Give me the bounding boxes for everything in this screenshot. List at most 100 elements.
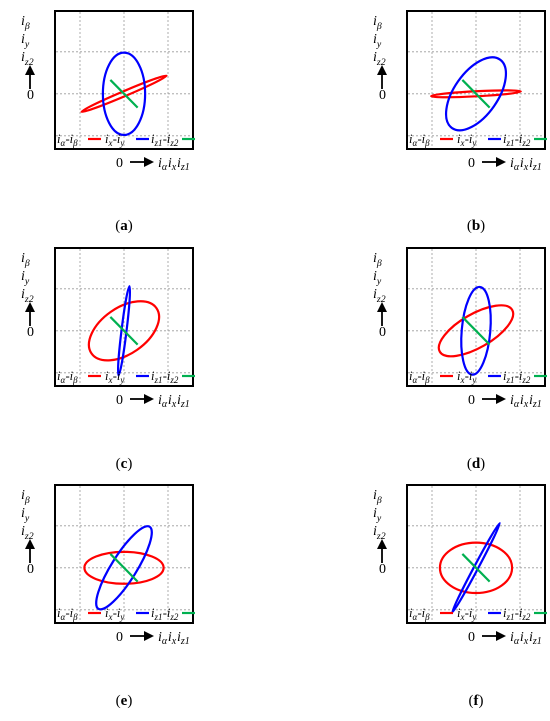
x-origin-tick: 0	[116, 393, 123, 408]
x-origin-tick: 0	[468, 156, 475, 171]
x-axis-label: iα ix iz1	[158, 156, 190, 173]
y-axis-label-2: iz2	[373, 50, 386, 68]
y-axis-label-1: iy	[373, 506, 382, 524]
y-axis-label-0: iβ	[21, 488, 30, 506]
legend-label-1: ix -iy	[457, 132, 476, 148]
legend-label-2: iz1 -iz2	[503, 606, 531, 622]
y-axis-label-0: iβ	[373, 488, 382, 506]
y-axis-label-0: iβ	[21, 251, 30, 269]
legend: iα -iβ ix -iy iz1 -iz2	[409, 606, 547, 622]
y-origin-tick: 0	[27, 562, 34, 577]
y-axis-label-0: iβ	[373, 251, 382, 269]
x-axis-arrowhead	[496, 631, 506, 641]
legend-label-2: iz1 -iz2	[151, 132, 179, 148]
y-axis-arrowhead	[377, 65, 387, 75]
x-axis-label: iα ix iz1	[158, 630, 190, 647]
series-iα-iβ	[437, 304, 515, 358]
y-axis-arrowhead	[377, 302, 387, 312]
panel-caption: (d)	[467, 456, 485, 472]
series-iz1-iz2	[461, 316, 491, 346]
plot-frame	[54, 247, 194, 387]
series-ix-iy	[460, 285, 492, 376]
plot-frame	[406, 484, 546, 624]
legend-label-0: iα -iβ	[57, 369, 78, 385]
y-axis-label-1: iy	[21, 506, 30, 524]
y-axis-label-1: iy	[373, 32, 382, 50]
grid	[408, 249, 544, 385]
legend-label-0: iα -iβ	[409, 606, 430, 622]
series-iα-iβ	[87, 300, 161, 362]
y-axis-label-1: iy	[21, 32, 30, 50]
legend: iα -iβ ix -iy iz1 -iz2	[57, 132, 195, 148]
panel-caption: (a)	[115, 218, 133, 234]
x-axis-arrowhead	[144, 631, 154, 641]
series-iα-iβ	[430, 89, 522, 99]
grid	[408, 486, 544, 622]
series-ix-iy	[95, 525, 153, 611]
grid	[56, 12, 192, 148]
x-axis-arrowhead	[496, 394, 506, 404]
y-axis-label-2: iz2	[373, 287, 386, 305]
x-origin-tick: 0	[116, 630, 123, 645]
y-axis-arrowhead	[377, 539, 387, 549]
legend-label-1: ix -iy	[105, 132, 124, 148]
y-axis-label-0: iβ	[373, 14, 382, 32]
x-origin-tick: 0	[116, 156, 123, 171]
legend: iα -iβ ix -iy iz1 -iz2	[409, 132, 547, 148]
y-axis-label-2: iz2	[21, 287, 34, 305]
legend-label-0: iα -iβ	[57, 132, 78, 148]
y-origin-tick: 0	[379, 325, 386, 340]
legend-label-2: iz1 -iz2	[151, 606, 179, 622]
series-iz1-iz2	[461, 553, 491, 583]
series-iz1-iz2	[109, 79, 139, 109]
y-axis-label-2: iz2	[21, 524, 34, 542]
legend-label-0: iα -iβ	[409, 132, 430, 148]
legend-label-1: ix -iy	[105, 606, 124, 622]
legend: iα -iβ ix -iy iz1 -iz2	[409, 369, 547, 385]
y-axis-arrowhead	[25, 65, 35, 75]
series-iα-iβ	[438, 541, 514, 595]
y-axis-arrowhead	[25, 539, 35, 549]
x-axis-label: iα ix iz1	[510, 156, 542, 173]
series-iz1-iz2	[461, 79, 491, 109]
legend-label-0: iα -iβ	[409, 369, 430, 385]
legend-label-2: iz1 -iz2	[151, 369, 179, 385]
plot-frame	[54, 484, 194, 624]
y-origin-tick: 0	[379, 562, 386, 577]
panel-caption: (b)	[467, 218, 485, 234]
x-axis-label: iα ix iz1	[510, 630, 542, 647]
plot-frame	[406, 10, 546, 150]
panel-caption: (c)	[116, 456, 133, 472]
y-axis-label-1: iy	[373, 269, 382, 287]
y-axis-arrowhead	[25, 302, 35, 312]
plot-frame	[406, 247, 546, 387]
legend-label-1: ix -iy	[457, 606, 476, 622]
series-iz1-iz2	[109, 553, 139, 583]
y-axis-label-0: iβ	[21, 14, 30, 32]
x-axis-label: iα ix iz1	[158, 393, 190, 410]
y-origin-tick: 0	[379, 88, 386, 103]
series-ix-iy	[116, 285, 132, 377]
grid	[408, 12, 544, 148]
panel-caption: (f)	[469, 693, 484, 709]
y-axis-label-1: iy	[21, 269, 30, 287]
panel-caption: (e)	[116, 693, 133, 709]
legend-label-1: ix -iy	[105, 369, 124, 385]
legend: iα -iβ ix -iy iz1 -iz2	[57, 369, 195, 385]
series-ix-iy	[444, 56, 508, 132]
series-iz1-iz2	[109, 316, 139, 346]
legend-label-1: ix -iy	[457, 369, 476, 385]
legend-label-0: iα -iβ	[57, 606, 78, 622]
y-axis-label-2: iz2	[21, 50, 34, 68]
legend-label-2: iz1 -iz2	[503, 132, 531, 148]
y-axis-label-2: iz2	[373, 524, 386, 542]
x-axis-label: iα ix iz1	[510, 393, 542, 410]
legend: iα -iβ ix -iy iz1 -iz2	[57, 606, 195, 622]
y-origin-tick: 0	[27, 88, 34, 103]
x-axis-arrowhead	[144, 394, 154, 404]
